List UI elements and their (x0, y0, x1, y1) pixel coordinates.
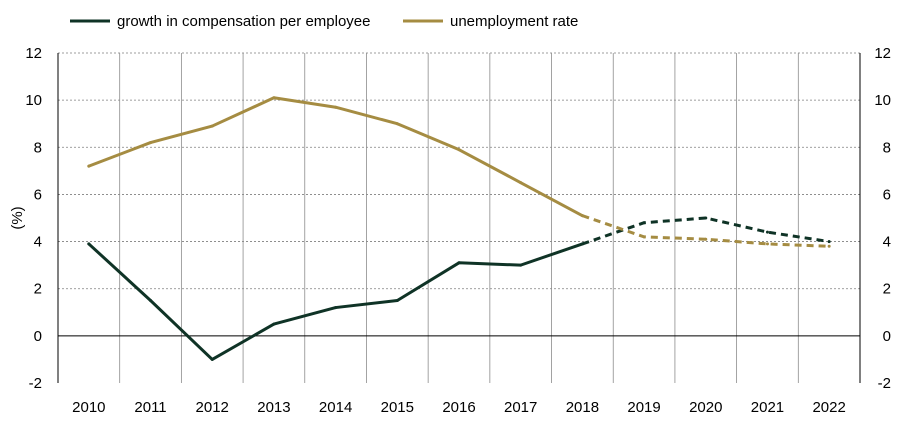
series-line-compensation-actual (87, 242, 584, 361)
series-unemployment (87, 96, 831, 248)
data-point-unemployment (580, 214, 584, 218)
legend: growth in compensation per employee unem… (70, 13, 578, 30)
series-compensation (87, 216, 831, 361)
data-point-compensation (827, 240, 831, 244)
legend-item-unemployment: unemployment rate (403, 13, 578, 30)
data-point-compensation (765, 230, 769, 234)
x-tick-label: 2016 (442, 399, 475, 416)
y-tick-label-right: 6 (883, 186, 891, 203)
data-point-unemployment (210, 124, 214, 128)
x-tick-label: 2012 (196, 399, 229, 416)
data-point-compensation (580, 242, 584, 246)
data-point-compensation (642, 221, 646, 225)
x-tick-label: 2011 (134, 399, 166, 416)
y-tick-label-right: 12 (874, 45, 891, 62)
y-tick-label-right: 10 (874, 92, 891, 109)
data-point-compensation (210, 357, 214, 361)
x-ticks: 2010 2011 2012 2013 2014 2015 2016 2017 2018 2019… (72, 399, 846, 416)
legend-label-compensation: growth in compensation per employee (117, 13, 370, 30)
data-point-unemployment (395, 122, 399, 126)
data-point-unemployment (149, 141, 153, 145)
axes (57, 53, 861, 383)
series-line-unemployment-actual (87, 96, 584, 218)
y-tick-label-right: -2 (878, 375, 891, 392)
data-point-compensation (87, 242, 91, 246)
data-point-unemployment (704, 237, 708, 241)
data-point-unemployment (827, 244, 831, 248)
grid (58, 52, 860, 383)
data-point-unemployment (457, 148, 461, 152)
y-tick-label-left: 8 (34, 139, 42, 156)
data-point-compensation (457, 261, 461, 265)
data-point-unemployment (642, 235, 646, 239)
y-tick-label-right: 2 (883, 281, 891, 298)
data-point-compensation (272, 322, 276, 326)
data-point-unemployment (272, 96, 276, 100)
x-tick-label: 2022 (812, 399, 845, 416)
x-tick-label: 2014 (319, 399, 352, 416)
y-tick-label-right: 0 (883, 328, 891, 345)
y-tick-label-left: -2 (29, 375, 42, 392)
x-tick-label: 2020 (689, 399, 722, 416)
y-tick-label-left: 6 (34, 186, 42, 203)
x-tick-label: 2010 (72, 399, 105, 416)
data-point-unemployment (519, 181, 523, 185)
legend-label-unemployment: unemployment rate (450, 13, 578, 30)
y-tick-label-left: 4 (34, 234, 42, 251)
data-point-compensation (395, 299, 399, 302)
x-tick-label: 2013 (257, 399, 290, 416)
data-point-unemployment (765, 242, 769, 246)
series-layer (87, 96, 831, 361)
y-tick-label-left: 2 (34, 281, 42, 298)
x-tick-label: 2017 (504, 399, 537, 416)
x-tick-label: 2019 (627, 399, 660, 416)
y-axis-label: (%) (9, 206, 26, 229)
x-tick-label: 2015 (381, 399, 414, 416)
data-point-compensation (519, 263, 523, 267)
y-tick-label-left: 0 (34, 328, 42, 345)
data-point-compensation (149, 299, 153, 302)
data-point-unemployment (87, 164, 91, 168)
data-point-compensation (334, 306, 338, 310)
legend-item-compensation: growth in compensation per employee (70, 13, 370, 30)
data-point-compensation (704, 216, 708, 220)
y-tick-label-left: 12 (25, 45, 42, 62)
y-tick-label-left: 10 (25, 92, 42, 109)
y-tick-label-right: 8 (883, 139, 891, 156)
x-tick-label: 2021 (751, 399, 784, 416)
data-point-unemployment (334, 105, 338, 109)
y-ticks-left: -2 0 2 4 6 8 10 12 (25, 45, 42, 392)
x-tick-label: 2018 (566, 399, 599, 416)
y-tick-label-right: 4 (883, 234, 891, 251)
y-ticks-right: -2 0 2 4 6 8 10 12 (874, 45, 891, 392)
